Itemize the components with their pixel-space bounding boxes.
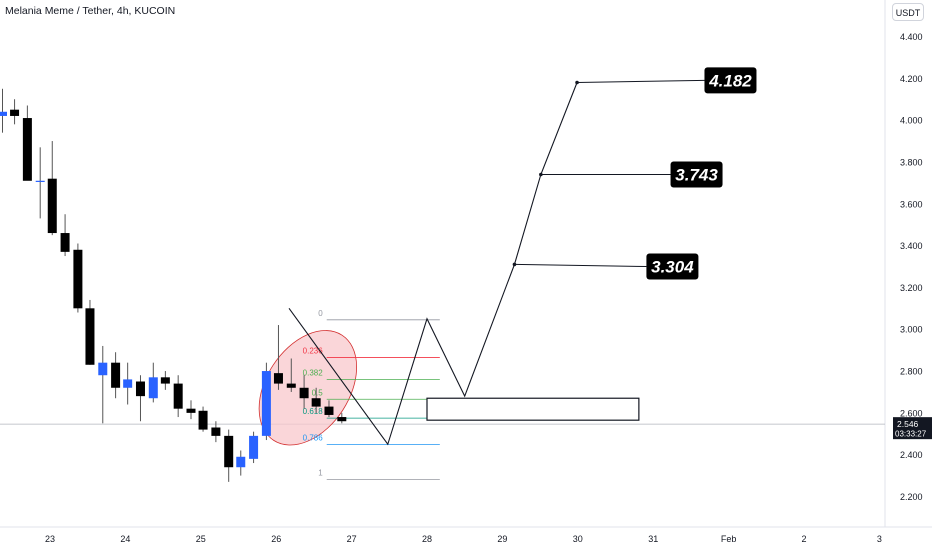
x-tick-label: 26 — [271, 534, 281, 544]
target-label-box — [704, 67, 757, 94]
y-tick-label: 3.400 — [900, 241, 923, 251]
y-tick-label: 3.800 — [900, 157, 923, 167]
candle-body — [148, 377, 158, 399]
candle-body — [337, 417, 347, 422]
price-badge-countdown: 03:33:27 — [895, 430, 927, 439]
candle-body — [224, 435, 234, 468]
target-line — [577, 79, 705, 83]
candle-body — [47, 178, 57, 234]
candle-body — [0, 111, 7, 116]
x-tick-label: 28 — [422, 534, 432, 544]
target-point — [512, 262, 517, 267]
price-badge-box — [893, 417, 932, 440]
y-tick-label: 2.600 — [900, 408, 923, 418]
fib-level-label: 0.236 — [303, 346, 324, 355]
candle-body — [160, 377, 170, 384]
candle-body — [73, 249, 83, 309]
chart-title: Melania Meme / Tether, 4h, KUCOIN — [5, 5, 176, 17]
fib-level-label: 0.5 — [312, 388, 324, 397]
candle-body — [85, 308, 95, 365]
x-tick-label: 31 — [648, 534, 658, 544]
candle-body — [22, 118, 32, 181]
y-tick-label: 2.400 — [900, 450, 923, 460]
candle-body — [236, 456, 246, 468]
x-tick-label: Feb — [721, 534, 737, 544]
fib-level-label: 0.618 — [303, 407, 324, 416]
fib-level-label: 0.786 — [303, 434, 324, 443]
currency-button[interactable]: USDT — [892, 3, 924, 21]
target-label-box — [646, 253, 699, 280]
x-tick-label: 29 — [497, 534, 507, 544]
fib-level-label: 1 — [318, 468, 323, 477]
x-tick-label: 25 — [196, 534, 206, 544]
target-label-text: 4.182 — [708, 71, 752, 90]
target-point — [539, 172, 543, 177]
target-label: 3.743 — [670, 161, 723, 188]
candle-body — [299, 387, 309, 399]
candle-body — [324, 406, 334, 415]
y-tick-label: 4.200 — [900, 74, 923, 84]
candle-body — [198, 410, 208, 430]
x-tick-label: 24 — [120, 534, 130, 544]
candle-body — [261, 371, 271, 436]
candle-body — [60, 233, 70, 252]
y-tick-label: 4.400 — [900, 32, 923, 42]
candle-body — [211, 427, 221, 436]
fib-level-label: 0.382 — [303, 368, 324, 377]
x-tick-label: 2 — [801, 534, 806, 544]
target-label-box — [670, 161, 723, 188]
y-tick-label: 3.600 — [900, 199, 923, 209]
x-tick-label: 30 — [573, 534, 583, 544]
target-label: 3.304 — [646, 253, 699, 280]
candle-body — [311, 398, 321, 407]
x-tick-label: 3 — [877, 534, 882, 544]
candle-body — [10, 109, 20, 116]
entry-box — [426, 397, 640, 421]
candle-body — [173, 383, 183, 409]
y-tick-label: 2.200 — [900, 492, 923, 502]
target-point — [575, 80, 579, 85]
candle-body — [286, 383, 296, 388]
candle-body — [111, 362, 121, 388]
target-label-text: 3.743 — [675, 166, 718, 185]
y-tick-label: 2.800 — [900, 367, 923, 377]
candle-body — [186, 408, 196, 413]
price-badge-value: 2.546 — [897, 419, 919, 429]
y-tick-label: 3.200 — [900, 283, 923, 293]
x-tick-label: 23 — [45, 534, 55, 544]
candle-body — [98, 362, 108, 376]
candle-body — [123, 379, 133, 388]
candle-body — [273, 373, 283, 384]
target-line — [514, 263, 647, 267]
candle-body — [35, 180, 45, 182]
target-label-text: 3.304 — [651, 258, 694, 277]
target-label: 4.182 — [704, 67, 757, 94]
y-tick-label: 4.000 — [900, 116, 923, 126]
fib-level-label: 0 — [318, 309, 323, 318]
y-tick-label: 3.000 — [900, 325, 923, 335]
candle-body — [135, 381, 145, 397]
x-tick-label: 27 — [347, 534, 357, 544]
candle-body — [249, 435, 259, 459]
